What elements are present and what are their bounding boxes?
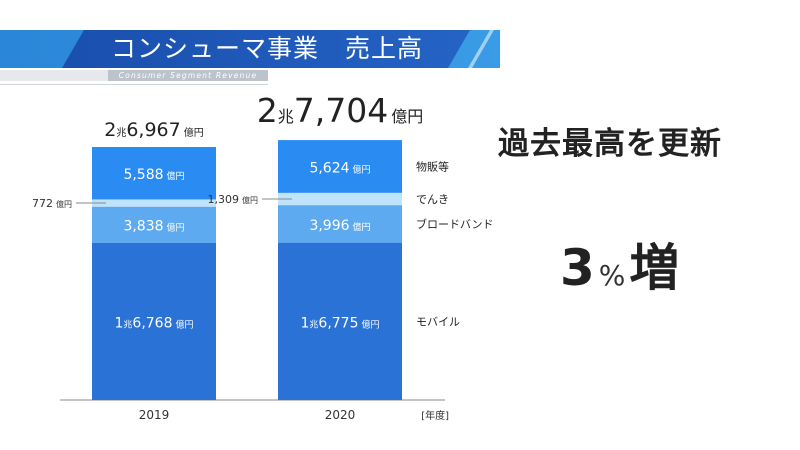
callout-value-label: 1,309 億円 bbox=[208, 193, 259, 206]
page-title: コンシューマ事業 売上高 bbox=[110, 34, 423, 63]
total-label: 2兆6,967 億円 bbox=[104, 119, 204, 141]
series-label: 物販等 bbox=[416, 159, 449, 173]
x-tick-label: 2019 bbox=[139, 408, 170, 422]
bar-value-label: 5,588 億円 bbox=[123, 167, 184, 183]
record-message: 過去最高を更新 bbox=[498, 126, 722, 162]
bar-value-label: 3,838 億円 bbox=[123, 219, 184, 235]
series-label: でんき bbox=[416, 193, 449, 206]
bar-segment bbox=[278, 205, 402, 243]
series-label: モバイル bbox=[416, 315, 460, 328]
bar-segment bbox=[92, 147, 216, 200]
header-divider bbox=[0, 84, 268, 85]
page-subtitle: Consumer Segment Revenue bbox=[108, 70, 268, 81]
bar-segment bbox=[278, 242, 402, 400]
callout-value-label: 772 億円 bbox=[32, 197, 72, 210]
bar-value-label: 3,996 億円 bbox=[309, 218, 370, 234]
x-tick-label: 2020 bbox=[325, 408, 356, 422]
total-label: 2兆7,704 億円 bbox=[257, 91, 424, 130]
bar-segment bbox=[92, 199, 216, 207]
header-banner bbox=[62, 30, 470, 68]
bar-value-label: 1兆6,775 億円 bbox=[300, 315, 379, 331]
bar-segment bbox=[278, 192, 402, 206]
bar-value-label: 1兆6,768 億円 bbox=[114, 315, 193, 331]
bar-segment bbox=[92, 242, 216, 400]
growth-word: 増 bbox=[629, 239, 680, 297]
growth-percent: % bbox=[598, 259, 626, 292]
series-label: ブロードバンド bbox=[416, 217, 494, 231]
bar-segment bbox=[92, 206, 216, 243]
growth-message: 3 %増 bbox=[560, 228, 720, 300]
bar-value-label: 5,624 億円 bbox=[309, 160, 370, 176]
bar-segment bbox=[278, 140, 402, 193]
growth-number: 3 bbox=[560, 239, 595, 297]
x-unit-label: [年度] bbox=[421, 409, 449, 422]
